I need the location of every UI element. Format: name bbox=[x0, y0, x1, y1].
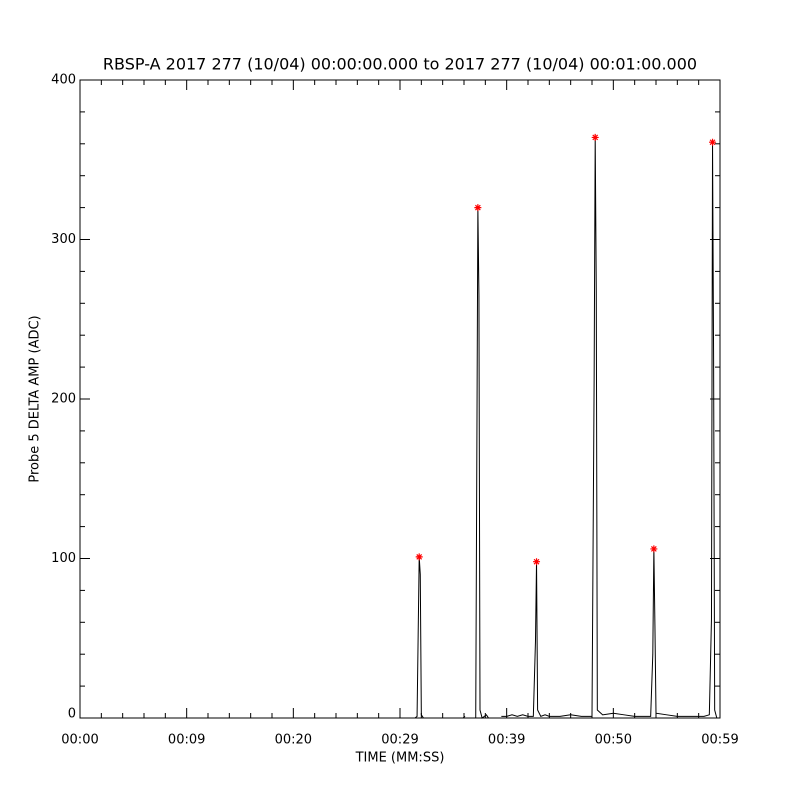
x-axis-label: TIME (MM:SS) bbox=[355, 751, 445, 766]
x-tick-label: 00:39 bbox=[488, 733, 525, 748]
peak-marker bbox=[533, 558, 541, 566]
x-tick-label: 00:59 bbox=[701, 733, 738, 748]
x-tick-label: 00:00 bbox=[61, 733, 98, 748]
data-line bbox=[414, 137, 718, 719]
peak-marker bbox=[591, 133, 599, 141]
chart-title: RBSP-A 2017 277 (10/04) 00:00:00.000 to … bbox=[103, 55, 697, 74]
peak-marker bbox=[474, 204, 482, 212]
x-tick-label: 00:09 bbox=[168, 733, 205, 748]
x-tick-label: 00:20 bbox=[275, 733, 312, 748]
y-tick-label: 100 bbox=[51, 551, 76, 566]
y-tick-label: 400 bbox=[51, 73, 76, 88]
x-tick-label: 00:50 bbox=[595, 733, 632, 748]
y-tick-label: 300 bbox=[51, 232, 76, 247]
peak-marker bbox=[415, 553, 423, 561]
y-tick-label: 0 bbox=[68, 707, 76, 722]
y-axis-label: Probe 5 DELTA AMP (ADC) bbox=[28, 315, 43, 482]
y-tick-label: 200 bbox=[51, 392, 76, 407]
peak-marker bbox=[709, 138, 717, 146]
peak-marker bbox=[650, 545, 658, 553]
x-tick-label: 00:29 bbox=[381, 733, 418, 748]
plot-frame bbox=[79, 79, 721, 719]
